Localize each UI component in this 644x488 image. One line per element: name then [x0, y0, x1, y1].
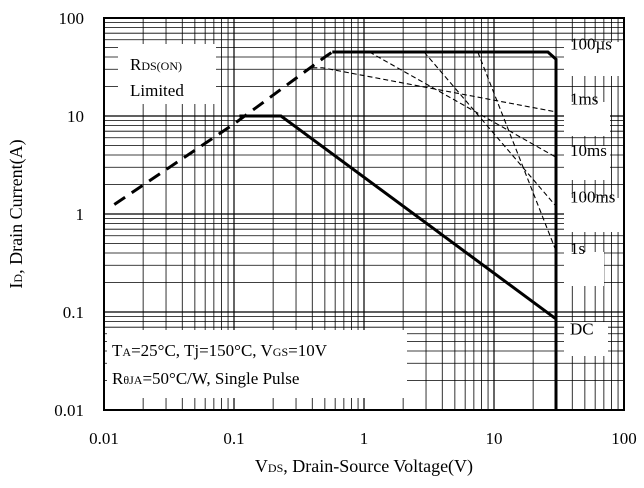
x-tick-label: 0.01: [89, 429, 119, 448]
curve-labels: 100µs 1ms 10ms 100ms 1s DC: [570, 34, 615, 338]
x-axis-label: VDS, Drain-Source Voltage(V): [255, 456, 473, 477]
x-tick-label: 1: [360, 429, 369, 448]
x-tick-label: 0.1: [223, 429, 244, 448]
limited-label: Limited: [130, 81, 184, 100]
y-tick-label: 1: [76, 205, 85, 224]
y-tick-labels: 0.01 0.1 1 10 100: [54, 9, 84, 420]
conditions-line-1: TA=25°C, Tj=150°C, VGS=10V: [112, 341, 328, 360]
label-box-100ms: [564, 198, 624, 232]
plot-frame: [103, 17, 625, 411]
curve-label-1s: 1s: [570, 239, 585, 258]
curve-label-100s: 100µs: [570, 34, 612, 53]
series-line-100s: [332, 50, 558, 410]
curves: [113, 50, 558, 410]
x-tick-labels: 0.01 0.1 1 10 100: [89, 429, 637, 448]
label-boxes: [107, 42, 624, 398]
y-tick-label: 10: [67, 107, 84, 126]
y-tick-label: 100: [59, 9, 85, 28]
series-line-dc: [239, 114, 557, 321]
y-axis-label: ID, Drain Current(A): [6, 139, 27, 288]
series-line-1ms: [312, 67, 557, 113]
series-line-100ms: [423, 51, 557, 207]
x-tick-label: 100: [611, 429, 637, 448]
label-box-dc: [564, 322, 608, 356]
conditions-line-2: RθJA=50°C/W, Single Pulse: [112, 369, 299, 388]
label-box-1s: [564, 252, 604, 286]
curve-label-10ms: 10ms: [570, 141, 607, 160]
series-line-10ms: [369, 51, 557, 158]
label-box-10ms: [564, 146, 610, 180]
series-line-1s: [477, 51, 557, 252]
x-tick-label: 10: [486, 429, 503, 448]
y-tick-label: 0.1: [63, 303, 84, 322]
curve-label-100ms: 100ms: [570, 188, 615, 207]
conditions-box: [107, 330, 407, 398]
series-line-unnamed-1: [113, 50, 334, 206]
rds-label-box: [118, 44, 216, 104]
rds-on-label: RDS(ON): [130, 55, 182, 74]
label-box-1ms: [564, 102, 610, 136]
label-box-100us: [564, 42, 624, 76]
curve-label-1ms: 1ms: [570, 90, 598, 109]
curve-label-dc: DC: [570, 319, 594, 338]
y-tick-label: 0.01: [54, 401, 84, 420]
